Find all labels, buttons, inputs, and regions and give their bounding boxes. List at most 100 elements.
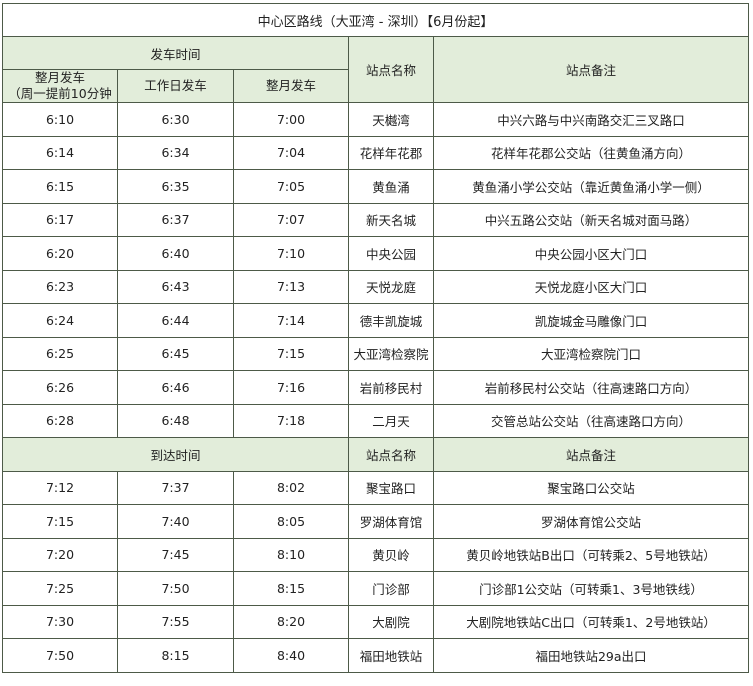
station-remark-cell: 黄贝岭地铁站B出口（可转乘2、5号地铁站） xyxy=(432,537,750,572)
station-remark-cell: 交管总站公交站（往高速路口方向） xyxy=(432,403,750,438)
time-cell: 8:20 xyxy=(233,604,349,639)
time-cell: 7:10 xyxy=(233,236,349,271)
station-name-cell: 聚宝路口 xyxy=(348,470,434,505)
station-remark-cell: 中兴五路公交站（新天名城对面马路） xyxy=(432,202,750,237)
time-cell: 7:12 xyxy=(2,470,118,505)
arrival-row: 7:12 7:37 8:02 聚宝路口 聚宝路口公交站 xyxy=(2,470,750,505)
time-cell: 6:24 xyxy=(2,303,118,338)
time-cell: 8:40 xyxy=(233,638,349,673)
departure-row: 6:28 6:48 7:18 二月天 交管总站公交站（往高速路口方向） xyxy=(2,403,750,438)
time-cell: 7:13 xyxy=(233,269,349,304)
station-name-cell: 罗湖体育馆 xyxy=(348,504,434,539)
station-remark-cell: 中央公园小区大门口 xyxy=(432,236,750,271)
time-cell: 7:14 xyxy=(233,303,349,338)
time-cell: 8:10 xyxy=(233,537,349,572)
station-remark-header: 站点备注 xyxy=(432,36,750,103)
station-remark-cell: 天悦龙庭小区大门口 xyxy=(432,269,750,304)
arrival-row: 7:50 8:15 8:40 福田地铁站 福田地铁站29a出口 xyxy=(2,638,750,673)
station-name-cell: 中央公园 xyxy=(348,236,434,271)
time-cell: 6:35 xyxy=(117,169,234,204)
station-name-cell: 福田地铁站 xyxy=(348,638,434,673)
monthly-departure-header: 整月发车 xyxy=(233,69,349,103)
arrival-row: 7:30 7:55 8:20 大剧院 大剧院地铁站C出口（可转乘1、2号地铁站） xyxy=(2,604,750,639)
time-cell: 6:40 xyxy=(117,236,234,271)
time-cell: 7:45 xyxy=(117,537,234,572)
arrival-time-header: 到达时间 xyxy=(2,437,349,472)
station-remark-cell: 大剧院地铁站C出口（可转乘1、2号地铁站） xyxy=(432,604,750,639)
time-cell: 8:15 xyxy=(117,638,234,673)
time-cell: 7:50 xyxy=(117,571,234,606)
time-cell: 7:25 xyxy=(2,571,118,606)
departure-row: 6:15 6:35 7:05 黄鱼涌 黄鱼涌小学公交站（靠近黄鱼涌小学一侧） xyxy=(2,169,750,204)
station-remark-cell: 岩前移民村公交站（往高速路口方向） xyxy=(432,370,750,405)
station-remark-cell: 大亚湾检察院门口 xyxy=(432,336,750,371)
departure-row: 6:24 6:44 7:14 德丰凯旋城 凯旋城金马雕像门口 xyxy=(2,303,750,338)
time-cell: 7:50 xyxy=(2,638,118,673)
time-cell: 7:15 xyxy=(233,336,349,371)
time-cell: 8:05 xyxy=(233,504,349,539)
departure-row: 6:17 6:37 7:07 新天名城 中兴五路公交站（新天名城对面马路） xyxy=(2,202,750,237)
time-cell: 6:45 xyxy=(117,336,234,371)
station-name-cell: 黄贝岭 xyxy=(348,537,434,572)
station-name-header: 站点名称 xyxy=(348,437,434,472)
time-cell: 7:05 xyxy=(233,169,349,204)
station-remark-cell: 凯旋城金马雕像门口 xyxy=(432,303,750,338)
col-note: （周一提前10分钟 xyxy=(8,86,112,101)
time-cell: 7:15 xyxy=(2,504,118,539)
station-remark-cell: 门诊部1公交站（可转乘1、3号地铁线） xyxy=(432,571,750,606)
time-cell: 7:37 xyxy=(117,470,234,505)
workday-departure-header: 工作日发车 xyxy=(117,69,234,103)
time-cell: 6:23 xyxy=(2,269,118,304)
time-cell: 6:25 xyxy=(2,336,118,371)
station-name-cell: 大剧院 xyxy=(348,604,434,639)
arrival-row: 7:25 7:50 8:15 门诊部 门诊部1公交站（可转乘1、3号地铁线） xyxy=(2,571,750,606)
time-cell: 6:44 xyxy=(117,303,234,338)
time-cell: 7:30 xyxy=(2,604,118,639)
station-name-cell: 黄鱼涌 xyxy=(348,169,434,204)
time-cell: 7:40 xyxy=(117,504,234,539)
station-remark-cell: 黄鱼涌小学公交站（靠近黄鱼涌小学一侧） xyxy=(432,169,750,204)
time-cell: 7:18 xyxy=(233,403,349,438)
station-name-cell: 天樾湾 xyxy=(348,102,434,137)
time-cell: 6:26 xyxy=(2,370,118,405)
departure-row: 6:10 6:30 7:00 天樾湾 中兴六路与中兴南路交汇三叉路口 xyxy=(2,102,750,137)
time-cell: 6:14 xyxy=(2,135,118,170)
departure-row: 6:25 6:45 7:15 大亚湾检察院 大亚湾检察院门口 xyxy=(2,336,750,371)
station-remark-cell: 福田地铁站29a出口 xyxy=(432,638,750,673)
time-cell: 7:16 xyxy=(233,370,349,405)
time-cell: 7:07 xyxy=(233,202,349,237)
departure-row: 6:20 6:40 7:10 中央公园 中央公园小区大门口 xyxy=(2,236,750,271)
arrival-row: 7:15 7:40 8:05 罗湖体育馆 罗湖体育馆公交站 xyxy=(2,504,750,539)
station-remark-cell: 花样年花郡公交站（往黄鱼涌方向） xyxy=(432,135,750,170)
departure-row: 6:26 6:46 7:16 岩前移民村 岩前移民村公交站（往高速路口方向） xyxy=(2,370,750,405)
time-cell: 6:20 xyxy=(2,236,118,271)
time-cell: 6:48 xyxy=(117,403,234,438)
station-name-cell: 天悦龙庭 xyxy=(348,269,434,304)
time-cell: 7:20 xyxy=(2,537,118,572)
departure-row: 6:14 6:34 7:04 花样年花郡 花样年花郡公交站（往黄鱼涌方向） xyxy=(2,135,750,170)
monthly-departure-monday-header: 整月发车 （周一提前10分钟 xyxy=(2,69,118,103)
time-cell: 6:15 xyxy=(2,169,118,204)
station-name-cell: 德丰凯旋城 xyxy=(348,303,434,338)
departure-row: 6:23 6:43 7:13 天悦龙庭 天悦龙庭小区大门口 xyxy=(2,269,750,304)
arrival-header-row: 到达时间 站点名称 站点备注 xyxy=(2,437,750,472)
bus-schedule-table: 中心区路线（大亚湾 - 深圳）【6月份起】 发车时间 站点名称 站点备注 整月发… xyxy=(1,3,750,673)
departure-time-header: 发车时间 xyxy=(2,36,349,70)
station-name-cell: 花样年花郡 xyxy=(348,135,434,170)
station-name-cell: 岩前移民村 xyxy=(348,370,434,405)
time-cell: 6:30 xyxy=(117,102,234,137)
time-cell: 8:02 xyxy=(233,470,349,505)
time-cell: 6:46 xyxy=(117,370,234,405)
time-cell: 7:04 xyxy=(233,135,349,170)
time-cell: 8:15 xyxy=(233,571,349,606)
time-cell: 6:28 xyxy=(2,403,118,438)
station-name-cell: 二月天 xyxy=(348,403,434,438)
station-name-header: 站点名称 xyxy=(348,36,434,103)
col-label: 整月发车 xyxy=(34,70,85,86)
time-cell: 7:00 xyxy=(233,102,349,137)
time-cell: 6:10 xyxy=(2,102,118,137)
station-name-cell: 新天名城 xyxy=(348,202,434,237)
station-remark-cell: 聚宝路口公交站 xyxy=(432,470,750,505)
station-remark-cell: 罗湖体育馆公交站 xyxy=(432,504,750,539)
station-remark-header: 站点备注 xyxy=(432,437,750,472)
